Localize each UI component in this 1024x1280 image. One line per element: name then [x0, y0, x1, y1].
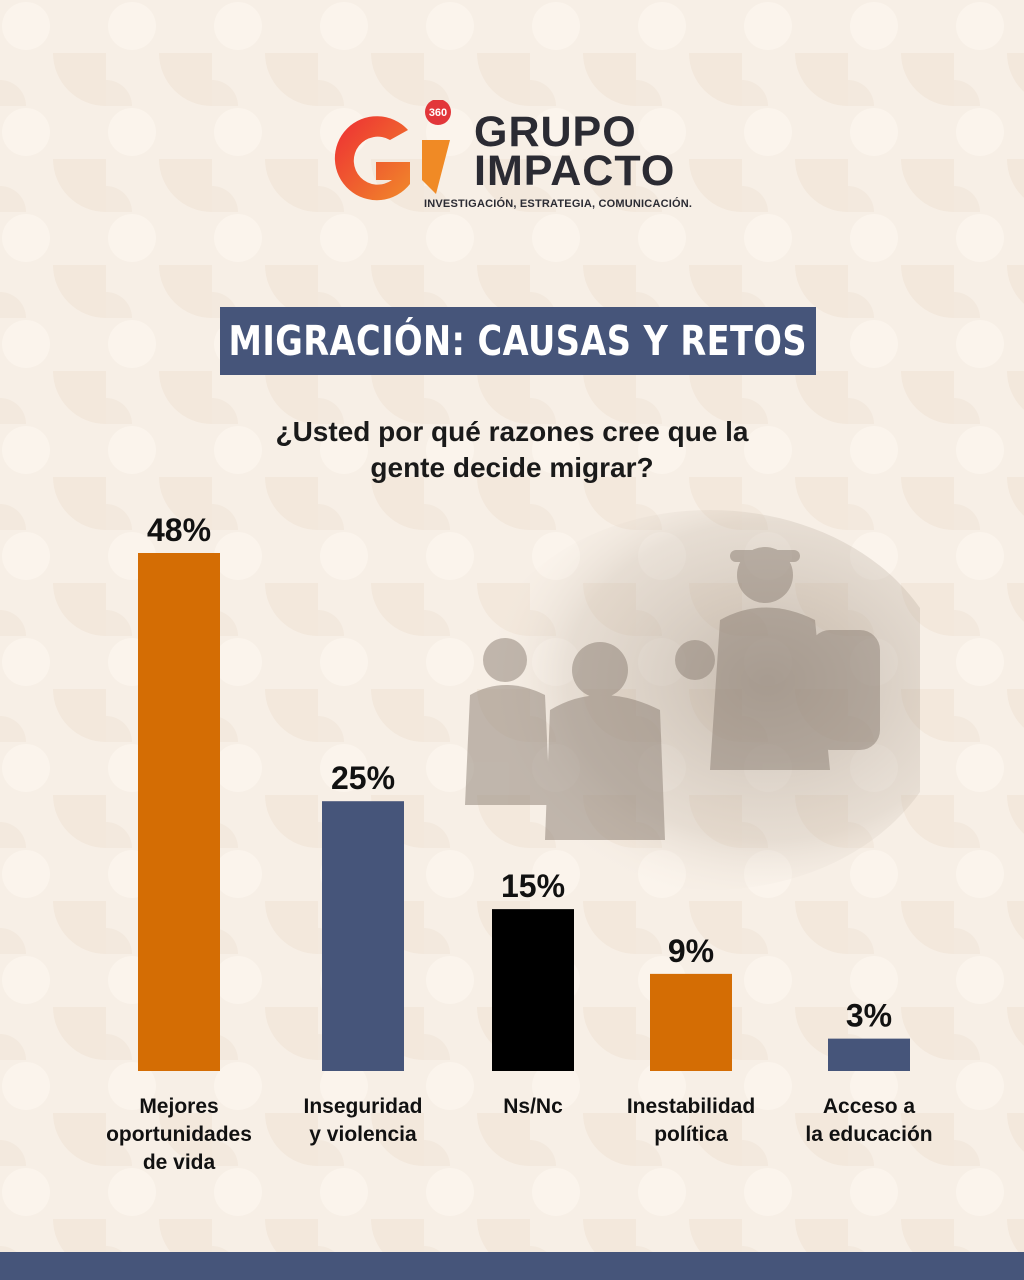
category-label-2: Inseguridad y violencia [303, 1095, 422, 1146]
question-line2: gente decide migrar? [370, 452, 654, 483]
bar-2 [322, 801, 404, 1071]
migrants-photo [465, 510, 920, 890]
question-line1: ¿Usted por qué razones cree que la [275, 416, 749, 447]
grupo-impacto-logo: 360 GRUPO IMPACTO INVESTIGACIÓN, ESTRATE… [318, 100, 718, 220]
bottom-bar [0, 1252, 1024, 1280]
data-label-2: 25% [331, 760, 395, 796]
category-label-1: Mejores oportunidades de vida [106, 1095, 252, 1174]
brand-name-line1: GRUPO [474, 108, 637, 156]
bar-3 [492, 909, 574, 1071]
bar-4 [650, 973, 732, 1071]
brand-tagline: INVESTIGACIÓN, ESTRATEGIA, COMUNICACIÓN. [424, 198, 693, 210]
title-banner: MIGRACIÓN: CAUSAS Y RETOS [220, 307, 816, 375]
logo-badge-text: 360 [429, 107, 447, 119]
page-title: MIGRACIÓN: CAUSAS Y RETOS [228, 317, 808, 365]
brand-name-line2: IMPACTO [474, 147, 676, 195]
data-label-1: 48% [147, 512, 211, 548]
bar-1 [138, 553, 220, 1071]
category-label-5: Acceso a la educación [805, 1095, 932, 1146]
data-label-3: 15% [501, 868, 565, 904]
data-label-4: 9% [668, 933, 714, 969]
data-label-5: 3% [846, 998, 892, 1034]
category-label-4: Inestabilidad política [627, 1095, 755, 1146]
survey-question: ¿Usted por qué razones cree que la gente… [212, 414, 812, 486]
bar-5 [828, 1038, 910, 1071]
category-label-3: Ns/Nc [503, 1095, 563, 1118]
gi-logo-icon: 360 [334, 100, 451, 201]
